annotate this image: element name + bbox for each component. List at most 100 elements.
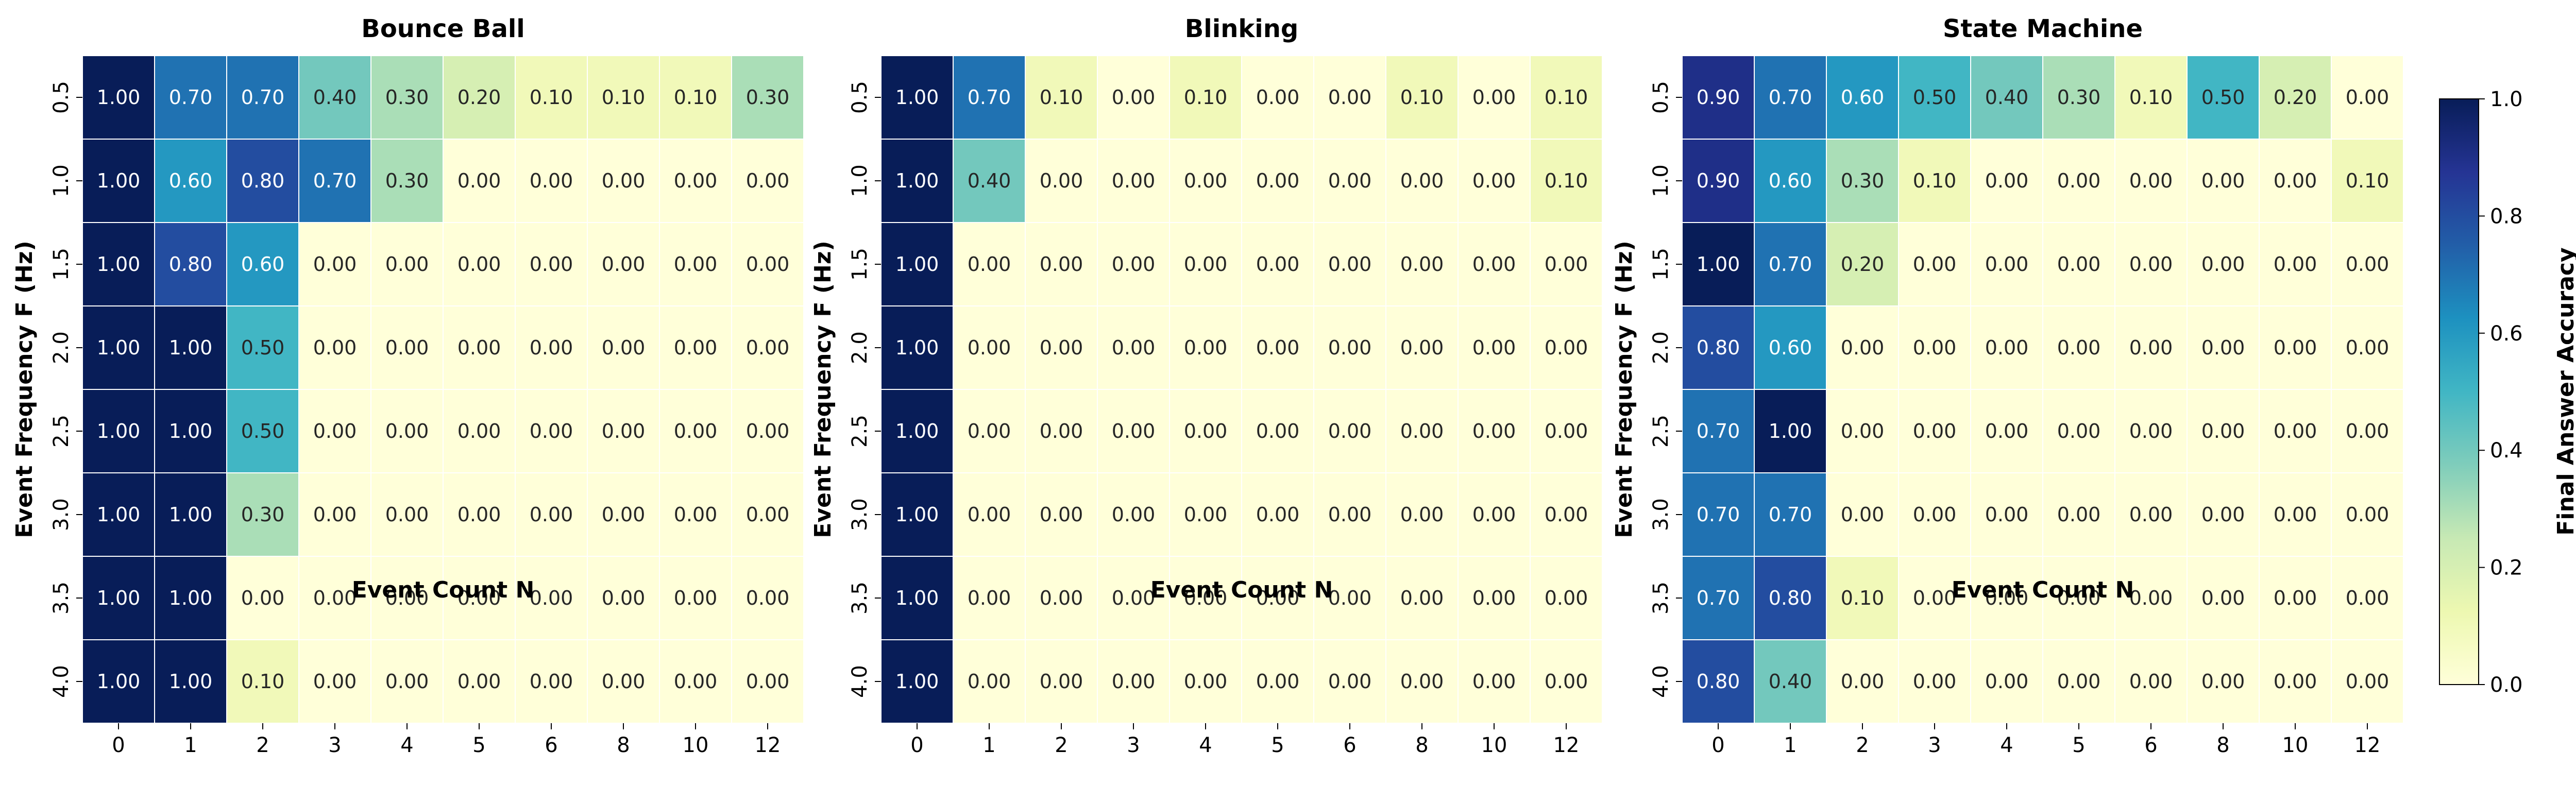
x-tick-label: 4 — [2000, 733, 2013, 757]
cell-value-label: 0.00 — [1985, 169, 2029, 192]
y-axis-label: Event Frequency F (Hz) — [1611, 241, 1637, 538]
cell-value-label: 0.50 — [241, 420, 285, 442]
cell-value-label: 0.00 — [1256, 253, 1300, 276]
cell-value-label: 0.00 — [1256, 336, 1300, 359]
heatmap-cell — [1970, 556, 2043, 640]
chart-title: Blinking — [1185, 14, 1299, 43]
heatmap-cell — [2042, 139, 2115, 223]
heatmap-cell — [1530, 639, 1603, 724]
heatmap-cell — [1530, 389, 1603, 473]
cell-value-label: 1.00 — [895, 253, 939, 276]
heatmap-cell — [953, 639, 1026, 724]
heatmap-cell — [154, 55, 227, 140]
heatmap-cell — [659, 472, 732, 557]
cell-value-label: 0.30 — [1841, 169, 1885, 192]
cell-value-label: 0.00 — [1400, 253, 1444, 276]
heatmap-cell — [443, 472, 516, 557]
cell-value-label: 0.00 — [2274, 336, 2317, 359]
y-tick-label: 1.0 — [49, 164, 73, 197]
heatmap-cell — [2042, 55, 2115, 140]
colorbar-ticks: 0.0 0.2 0.4 0.6 0.8 1.0 — [2479, 88, 2523, 697]
heatmap-cell — [1898, 472, 1971, 557]
x-tick-label: 10 — [2282, 733, 2309, 757]
y-tick-label: 3.0 — [848, 498, 872, 531]
y-tick-label: 1.5 — [848, 248, 872, 281]
x-tick-label: 8 — [1415, 733, 1428, 757]
heatmap-cell — [587, 556, 660, 640]
cell-value-label: 0.00 — [1040, 587, 1083, 609]
heatmap-cell — [515, 389, 588, 473]
cell-value-label: 0.00 — [385, 670, 429, 693]
y-tick-label: 3.0 — [1649, 498, 1673, 531]
cell-value-label: 0.00 — [1112, 169, 1156, 192]
cell-value-label: 0.20 — [1841, 253, 1885, 276]
heatmap-cell — [1313, 639, 1386, 724]
cell-value-label: 0.00 — [1040, 336, 1083, 359]
cell-value-label: 0.90 — [1697, 86, 1740, 109]
cell-value-label: 0.00 — [2129, 587, 2173, 609]
x-tick-label: 5 — [472, 733, 485, 757]
y-tick-label: 3.5 — [49, 582, 73, 615]
heatmap-cell — [154, 639, 227, 724]
heatmap-cell — [659, 389, 732, 473]
cell-value-label: 0.70 — [1697, 587, 1740, 609]
cell-value-label: 0.00 — [1040, 420, 1083, 442]
cell-value-label: 0.00 — [1841, 420, 1885, 442]
cell-value-label: 0.00 — [674, 670, 718, 693]
heatmap-cell — [515, 305, 588, 390]
heatmap-cell — [2259, 639, 2332, 724]
cell-value-label: 0.00 — [746, 336, 790, 359]
cell-value-label: 0.00 — [2057, 420, 2101, 442]
heatmap-cell — [370, 472, 444, 557]
cell-value-label: 0.60 — [1769, 336, 1812, 359]
heatmap-cell — [1754, 55, 1827, 140]
cell-value-label: 1.00 — [169, 420, 213, 442]
cell-value-label: 0.00 — [1545, 336, 1588, 359]
cell-value-label: 0.00 — [1184, 169, 1228, 192]
heatmap-cell — [1313, 472, 1386, 557]
heatmap-cell — [880, 556, 954, 640]
x-tick-labels: 0 1 2 3 4 5 6 8 10 12 — [910, 723, 1579, 757]
cell-value-label: 0.10 — [2346, 169, 2389, 192]
cell-value-label: 0.00 — [1985, 587, 2029, 609]
cell-value-label: 0.10 — [1841, 587, 1885, 609]
cell-value-label: 0.70 — [1769, 86, 1812, 109]
cell-value-label: 0.00 — [2274, 503, 2317, 526]
heatmap-cell — [2187, 639, 2260, 724]
heatmap-cell — [659, 639, 732, 724]
heatmap-cell — [1241, 222, 1314, 306]
cell-value-label: 0.00 — [674, 253, 718, 276]
heatmap-cell — [1169, 222, 1242, 306]
cell-value-label: 0.80 — [1697, 670, 1740, 693]
heatmap-cell — [2042, 639, 2115, 724]
x-tick-label: 1 — [1784, 733, 1797, 757]
cell-value-label: 0.60 — [169, 169, 213, 192]
heatmap-cell — [1970, 139, 2043, 223]
heatmap-cell — [1754, 472, 1827, 557]
heatmap-cell — [1530, 556, 1603, 640]
heatmap-cell — [880, 55, 954, 140]
cell-value-label: 0.00 — [2129, 420, 2173, 442]
heatmap-cell — [1530, 222, 1603, 306]
cell-value-label: 0.80 — [1769, 587, 1812, 609]
colorbar-tick-label: 1.0 — [2490, 88, 2523, 111]
cell-value-label: 0.00 — [1256, 86, 1300, 109]
heatmap-cell — [1530, 305, 1603, 390]
heatmap-cell — [1241, 305, 1314, 390]
cell-value-label: 0.00 — [1841, 503, 1885, 526]
y-tick-label: 2.5 — [49, 415, 73, 448]
x-tick-label: 12 — [2354, 733, 2381, 757]
cell-value-label: 0.00 — [385, 420, 429, 442]
cell-value-label: 0.00 — [1400, 336, 1444, 359]
x-axis-label: Event Count N — [352, 577, 535, 603]
cell-value-label: 0.00 — [2346, 670, 2389, 693]
cell-value-label: 0.00 — [1328, 420, 1372, 442]
cell-value-label: 0.00 — [530, 336, 573, 359]
cell-value-label: 0.00 — [1112, 336, 1156, 359]
cell-value-label: 0.70 — [1769, 503, 1812, 526]
heatmap-cell — [1826, 556, 1899, 640]
cell-value-label: 0.00 — [1472, 670, 1516, 693]
heatmap-cell — [1385, 305, 1459, 390]
heatmap-cell — [1169, 55, 1242, 140]
cell-value-label: 0.00 — [385, 336, 429, 359]
